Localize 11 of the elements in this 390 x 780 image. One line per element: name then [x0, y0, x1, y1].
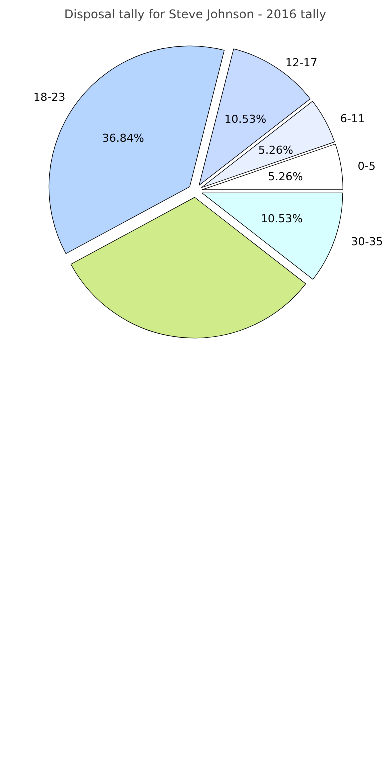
chart-title: Disposal tally for Steve Johnson - 2016 tally: [64, 8, 326, 22]
slice-label: 18-23: [34, 90, 66, 104]
slice-label: 6-11: [340, 112, 366, 126]
data-label: 10.53%: [224, 112, 267, 126]
slice-label: 30-35: [351, 236, 384, 249]
slice-label: 12-17: [286, 56, 318, 70]
slice-label: 0-5: [358, 160, 376, 174]
data-label: 10.53%: [261, 212, 304, 226]
data-label: 5.26%: [258, 144, 294, 157]
data-label: 36.84%: [102, 132, 144, 145]
data-label: 5.26%: [268, 170, 304, 184]
